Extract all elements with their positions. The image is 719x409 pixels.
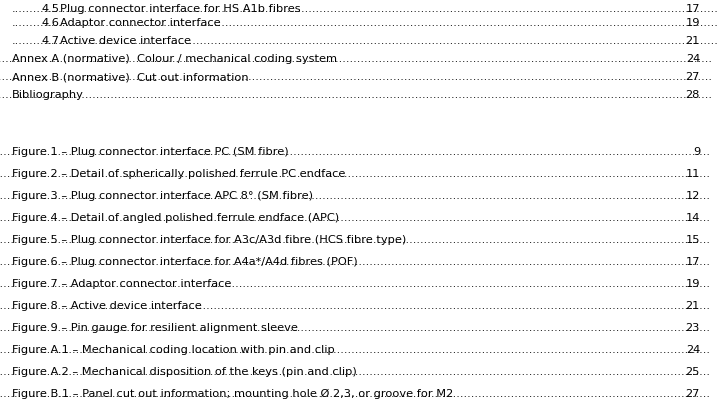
Text: ................................................................................: ........................................… (0, 234, 711, 245)
Text: ................................................................................: ........................................… (0, 344, 711, 354)
Text: Figure 3 – Plug connector interface APC 8° (SM fibre): Figure 3 – Plug connector interface APC … (12, 191, 313, 200)
Text: ................................................................................: ........................................… (0, 388, 711, 398)
Text: Figure 2 – Detail of spherically polished ferrule PC endface: Figure 2 – Detail of spherically polishe… (12, 169, 345, 179)
Text: ................................................................................: ........................................… (0, 147, 711, 157)
Text: ................................................................................: ........................................… (12, 36, 719, 46)
Text: ................................................................................: ........................................… (12, 4, 719, 14)
Text: 21: 21 (686, 36, 700, 46)
Text: 19: 19 (685, 18, 700, 28)
Text: 4.5: 4.5 (42, 4, 60, 14)
Text: Figure 1 – Plug connector interface PC (SM fibre): Figure 1 – Plug connector interface PC (… (12, 147, 288, 157)
Text: 25: 25 (686, 366, 700, 376)
Text: Figure A.1 – Mechanical coding location with pin and clip: Figure A.1 – Mechanical coding location … (12, 344, 335, 354)
Text: ................................................................................: ........................................… (0, 366, 711, 376)
Text: Figure B.1 – Panel cut out information; mounting hole Ø 2,3, or groove for M2: Figure B.1 – Panel cut out information; … (12, 388, 453, 398)
Text: 12: 12 (686, 191, 700, 200)
Text: ................................................................................: ........................................… (0, 322, 711, 332)
Text: ................................................................................: ........................................… (0, 213, 711, 222)
Text: 14: 14 (686, 213, 700, 222)
Text: ................................................................................: ........................................… (0, 90, 713, 100)
Text: 23: 23 (686, 322, 700, 332)
Text: ................................................................................: ........................................… (0, 169, 711, 179)
Text: Figure A.2 – Mechanical disposition of the keys (pin and clip): Figure A.2 – Mechanical disposition of t… (12, 366, 357, 376)
Text: 11: 11 (685, 169, 700, 179)
Text: Figure 5 – Plug connector interface for A3c/A3d fibre (HCS fibre type): Figure 5 – Plug connector interface for … (12, 234, 406, 245)
Text: Annex B (normative)  Cut out information: Annex B (normative) Cut out information (12, 72, 249, 82)
Text: 17: 17 (685, 256, 700, 266)
Text: Figure 7 – Adaptor connector interface: Figure 7 – Adaptor connector interface (12, 278, 232, 288)
Text: ................................................................................: ........................................… (0, 256, 711, 266)
Text: 4.6: 4.6 (42, 18, 60, 28)
Text: Annex A (normative)  Colour / mechanical coding system: Annex A (normative) Colour / mechanical … (12, 54, 337, 64)
Text: 24: 24 (686, 344, 700, 354)
Text: Active device interface: Active device interface (60, 36, 191, 46)
Text: ................................................................................: ........................................… (0, 191, 711, 200)
Text: 9: 9 (692, 147, 700, 157)
Text: Figure 9 – Pin gauge for resilient alignment sleeve: Figure 9 – Pin gauge for resilient align… (12, 322, 298, 332)
Text: Figure 4 – Detail of angled polished ferrule endface (APC): Figure 4 – Detail of angled polished fer… (12, 213, 339, 222)
Text: Figure 8 – Active device interface: Figure 8 – Active device interface (12, 300, 202, 310)
Text: 24: 24 (686, 54, 700, 64)
Text: 27: 27 (686, 72, 700, 82)
Text: Bibliography: Bibliography (12, 90, 84, 100)
Text: 4.7: 4.7 (42, 36, 60, 46)
Text: 28: 28 (686, 90, 700, 100)
Text: ................................................................................: ........................................… (12, 18, 719, 28)
Text: Adaptor connector interface: Adaptor connector interface (60, 18, 221, 28)
Text: 27: 27 (686, 388, 700, 398)
Text: ................................................................................: ........................................… (0, 54, 713, 64)
Text: Plug connector interface for HS A1b fibres: Plug connector interface for HS A1b fibr… (60, 4, 301, 14)
Text: ................................................................................: ........................................… (0, 278, 711, 288)
Text: 21: 21 (686, 300, 700, 310)
Text: 15: 15 (685, 234, 700, 245)
Text: 17: 17 (685, 4, 700, 14)
Text: Figure 6 – Plug connector interface for A4a*/A4d fibres (POF): Figure 6 – Plug connector interface for … (12, 256, 357, 266)
Text: 19: 19 (685, 278, 700, 288)
Text: ................................................................................: ........................................… (0, 72, 713, 82)
Text: ................................................................................: ........................................… (0, 300, 711, 310)
